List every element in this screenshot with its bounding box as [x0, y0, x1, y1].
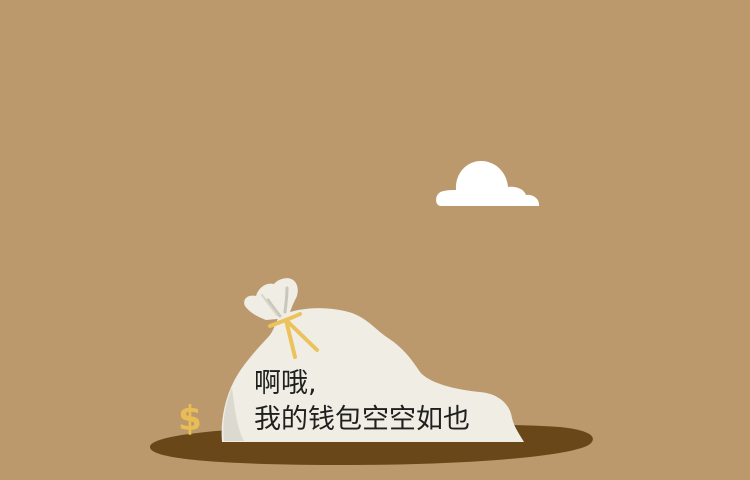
coin-symbol: $	[178, 399, 202, 439]
cloud-icon	[436, 161, 540, 206]
message-line-2: 我的钱包空空如也	[254, 404, 470, 435]
empty-wallet-message: 啊哦, 我的钱包空空如也	[254, 366, 470, 438]
dollar-sign-icon: $	[178, 399, 202, 439]
message-line-1: 啊哦,	[254, 368, 317, 399]
money-bag-icon	[221, 278, 524, 442]
